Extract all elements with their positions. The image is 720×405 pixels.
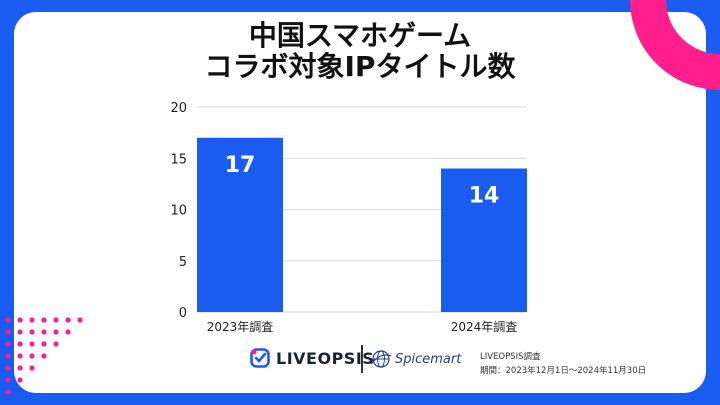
y-tick-label: 5 bbox=[179, 255, 187, 270]
liveopsis-logo-icon bbox=[250, 348, 270, 368]
y-tick-label: 0 bbox=[179, 306, 187, 321]
globe-icon bbox=[370, 350, 392, 368]
bar bbox=[197, 137, 283, 312]
bar-value-label: 17 bbox=[225, 153, 256, 178]
chart-title: 中国スマホゲーム コラボ対象IPタイトル数 bbox=[0, 20, 720, 82]
spicemart-logo: Spicemart bbox=[370, 348, 461, 370]
x-tick-label: 2024年調査 bbox=[451, 320, 518, 334]
x-tick-labels: 2023年調査 2024年調査 bbox=[207, 320, 518, 334]
x-tick-label: 2023年調査 bbox=[207, 320, 274, 334]
logo-divider bbox=[361, 345, 363, 373]
source-line-2: 期間：2023年12月1日〜2024年11月30日 bbox=[480, 366, 647, 376]
source-line-1: LIVEOPSIS調査 bbox=[480, 352, 541, 362]
liveopsis-logo-text: LIVEOPSIS bbox=[276, 348, 375, 368]
y-tick-label: 15 bbox=[170, 152, 187, 167]
source-note: LIVEOPSIS調査 期間：2023年12月1日〜2024年11月30日 bbox=[480, 350, 646, 378]
chart-card bbox=[14, 12, 706, 393]
title-line-1: 中国スマホゲーム bbox=[248, 19, 472, 52]
bar-value-label: 14 bbox=[469, 184, 500, 209]
y-tick-labels: 0 5 10 15 20 bbox=[170, 101, 187, 321]
y-tick-label: 10 bbox=[170, 204, 187, 219]
spicemart-logo-text: Spicemart bbox=[395, 351, 462, 367]
title-line-2: コラボ対象IPタイトル数 bbox=[204, 50, 516, 83]
bar bbox=[441, 168, 527, 312]
liveopsis-logo: LIVEOPSIS bbox=[250, 348, 374, 368]
y-tick-label: 20 bbox=[170, 101, 187, 116]
